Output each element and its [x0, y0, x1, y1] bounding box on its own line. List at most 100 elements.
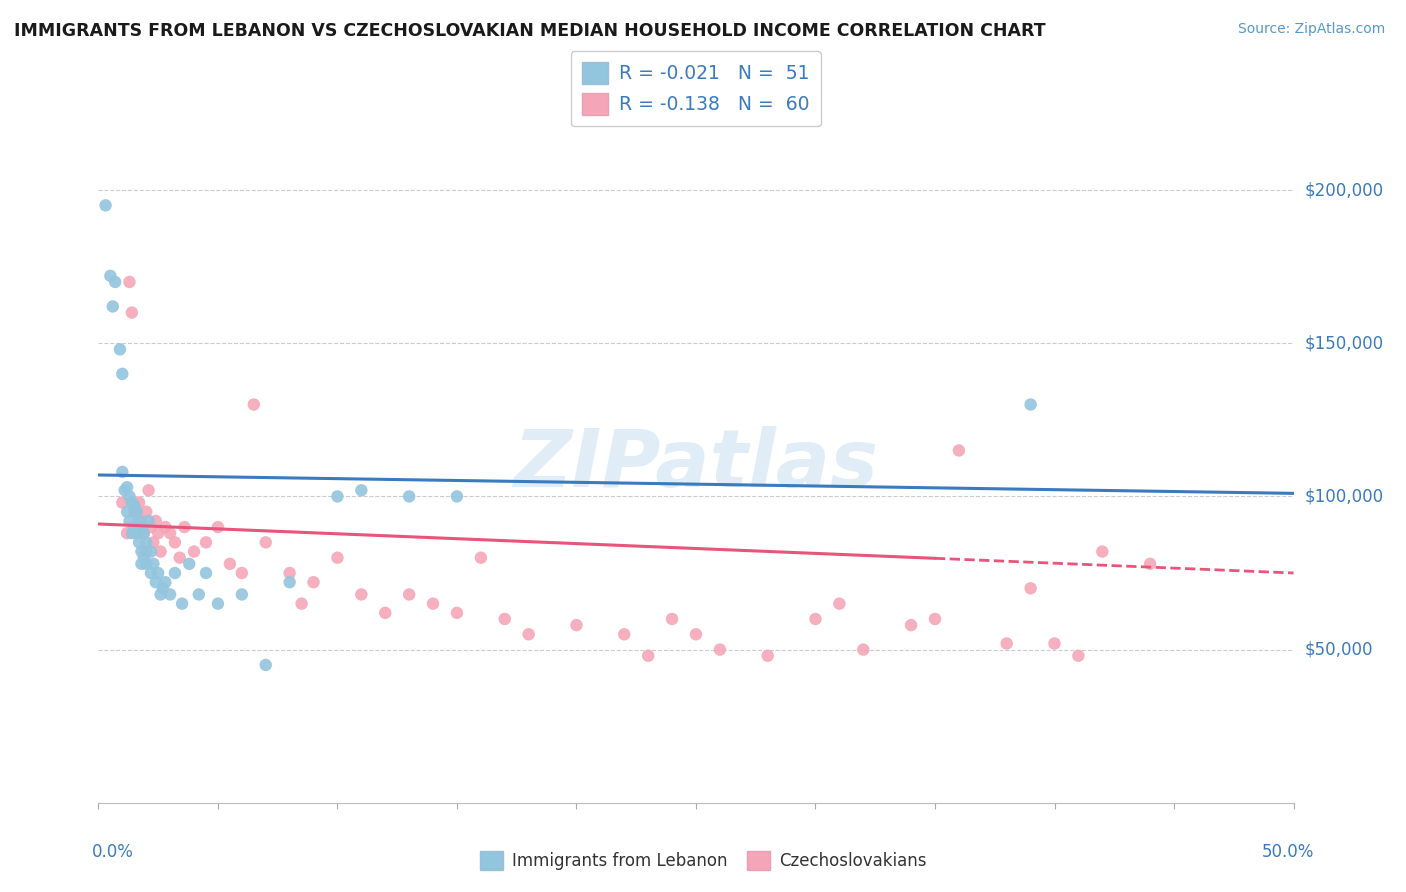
Point	[149, 544, 172, 558]
Point	[101, 300, 124, 314]
Point	[302, 575, 325, 590]
Point	[121, 305, 143, 319]
Point	[374, 606, 396, 620]
Text: IMMIGRANTS FROM LEBANON VS CZECHOSLOVAKIAN MEDIAN HOUSEHOLD INCOME CORRELATION C: IMMIGRANTS FROM LEBANON VS CZECHOSLOVAKI…	[14, 22, 1046, 40]
Point	[207, 520, 229, 534]
Point	[422, 597, 444, 611]
Point	[124, 505, 146, 519]
Point	[132, 550, 155, 565]
Point	[852, 642, 875, 657]
Point	[1019, 582, 1042, 596]
Text: Source: ZipAtlas.com: Source: ZipAtlas.com	[1237, 22, 1385, 37]
Point	[254, 657, 277, 672]
Point	[163, 566, 186, 580]
Point	[995, 636, 1018, 650]
Point	[231, 566, 253, 580]
Point	[145, 514, 167, 528]
Point	[231, 587, 253, 601]
Point	[326, 550, 349, 565]
Point	[756, 648, 779, 663]
Point	[637, 648, 659, 663]
Point	[613, 627, 636, 641]
Point	[94, 198, 117, 212]
Point	[121, 495, 143, 509]
Point	[132, 526, 155, 541]
Point	[243, 397, 266, 411]
Point	[804, 612, 827, 626]
Point	[125, 526, 148, 541]
Point	[124, 520, 146, 534]
Point	[326, 490, 349, 504]
Point	[278, 575, 301, 590]
Point	[98, 268, 122, 283]
Point	[128, 495, 150, 509]
Point	[125, 505, 148, 519]
Point	[195, 566, 218, 580]
Point	[148, 526, 170, 541]
Point	[111, 367, 134, 381]
Point	[115, 526, 138, 541]
Point	[118, 514, 141, 528]
Point	[149, 587, 172, 601]
Point	[172, 597, 194, 611]
Point	[709, 642, 731, 657]
Point	[494, 612, 516, 626]
Point	[159, 587, 181, 601]
Point	[254, 535, 277, 549]
Point	[131, 544, 153, 558]
Point	[145, 575, 167, 590]
Point	[924, 612, 946, 626]
Point	[446, 490, 468, 504]
Point	[1067, 648, 1090, 663]
Point	[565, 618, 588, 632]
Point	[139, 544, 162, 558]
Point	[125, 505, 148, 519]
Point	[398, 490, 420, 504]
Point	[163, 535, 186, 549]
Point	[139, 520, 162, 534]
Point	[135, 535, 157, 549]
Point	[179, 557, 201, 571]
Point	[131, 520, 153, 534]
Point	[1043, 636, 1066, 650]
Point	[152, 582, 174, 596]
Point	[350, 587, 373, 601]
Point	[828, 597, 851, 611]
Point	[131, 557, 153, 571]
Point	[169, 550, 191, 565]
Point	[104, 275, 127, 289]
Text: 50.0%: 50.0%	[1263, 843, 1315, 861]
Text: ZIPatlas: ZIPatlas	[513, 425, 879, 504]
Point	[115, 480, 138, 494]
Point	[1091, 544, 1114, 558]
Point	[128, 535, 150, 549]
Point	[155, 575, 177, 590]
Text: $100,000: $100,000	[1305, 487, 1384, 506]
Point	[111, 465, 134, 479]
Point	[135, 544, 157, 558]
Point	[135, 557, 157, 571]
Point	[291, 597, 314, 611]
Point	[121, 526, 143, 541]
Point	[350, 483, 373, 498]
Point	[446, 606, 468, 620]
Point	[138, 483, 160, 498]
Point	[685, 627, 707, 641]
Point	[398, 587, 420, 601]
Text: 0.0%: 0.0%	[91, 843, 134, 861]
Legend: Immigrants from Lebanon, Czechoslovakians: Immigrants from Lebanon, Czechoslovakian…	[474, 844, 932, 877]
Point	[115, 505, 138, 519]
Point	[155, 520, 177, 534]
Point	[173, 520, 195, 534]
Point	[138, 514, 160, 528]
Text: $200,000: $200,000	[1305, 181, 1384, 199]
Point	[219, 557, 242, 571]
Point	[132, 526, 155, 541]
Point	[470, 550, 492, 565]
Point	[118, 275, 141, 289]
Point	[195, 535, 218, 549]
Point	[111, 495, 134, 509]
Point	[124, 499, 146, 513]
Point	[278, 566, 301, 580]
Text: $50,000: $50,000	[1305, 640, 1374, 658]
